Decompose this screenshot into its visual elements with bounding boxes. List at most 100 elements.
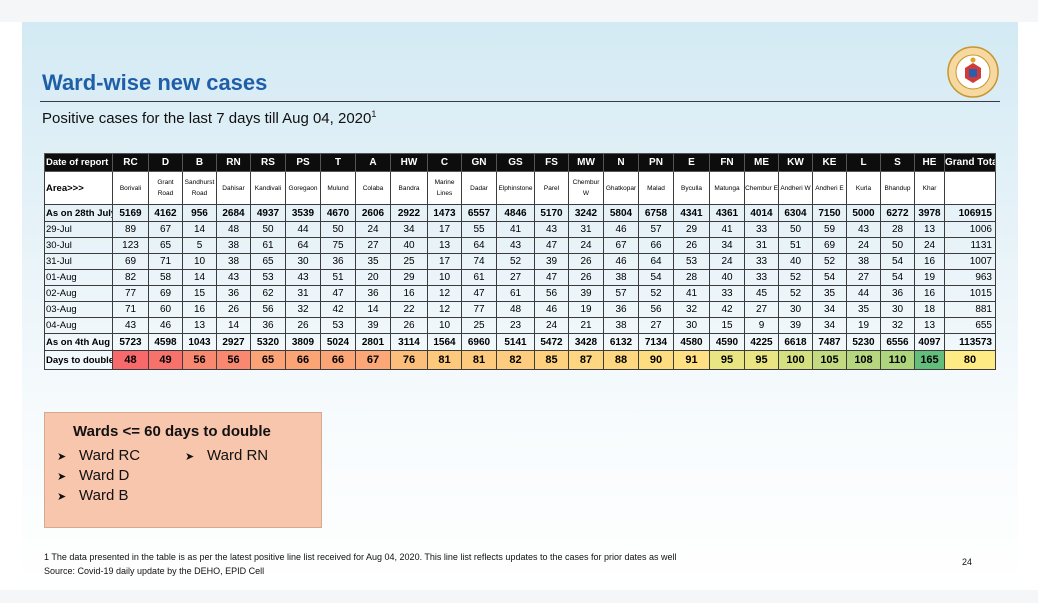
row-date-cell: As on 28th July [44,204,113,222]
case-count-cell: 89 [112,221,149,238]
footnote-text: 1 The data presented in the table is as … [44,552,677,562]
case-count-cell: 57 [603,285,639,302]
case-count-cell: 16 [182,301,217,318]
case-count-cell: 30 [880,301,915,318]
case-count-cell: 10 [427,269,462,286]
case-count-cell: 46 [603,253,639,270]
grand-total-cell: 113573 [944,333,996,351]
ward-header-cell: A [355,153,391,172]
case-count-cell: 42 [320,301,356,318]
ward-header-cell: MW [568,153,604,172]
case-count-cell: 30 [285,253,321,270]
case-count-cell: 47 [461,285,497,302]
area-row: Area>>> Borivali Grant Road Sandhurst Road D… [44,171,996,205]
case-count-cell: 13 [914,317,945,334]
case-count-cell: 956 [182,204,217,222]
table-row: As on 4th Aug 5723 4598 1043 2927 5320 3809 502… [44,333,996,351]
slide-subtitle: Positive cases for the last 7 days till … [42,109,376,127]
case-count-cell: 34 [390,221,428,238]
case-count-cell: 4580 [673,333,710,351]
case-count-cell: 14 [182,221,217,238]
area-name-cell: Bhandup [880,171,915,205]
case-count-cell: 52 [812,253,847,270]
case-count-cell: 4341 [673,204,710,222]
case-count-cell: 41 [673,285,710,302]
case-count-cell: 54 [880,269,915,286]
grand-total-cell: 963 [944,269,996,286]
case-count-cell: 50 [778,221,813,238]
case-count-cell: 12 [427,285,462,302]
ward-header-cell: E [673,153,710,172]
case-count-cell: 71 [112,301,149,318]
area-label-cell: Area>>> [44,171,113,205]
case-count-cell: 16 [914,285,945,302]
case-count-cell: 47 [320,285,356,302]
case-count-cell: 5169 [112,204,149,222]
doubling-days-cell: 95 [709,350,745,370]
case-count-cell: 32 [673,301,710,318]
case-count-cell: 34 [812,301,847,318]
doubling-days-cell: 66 [285,350,321,370]
case-count-cell: 5723 [112,333,149,351]
case-count-cell: 38 [216,253,251,270]
ward-header-cell: L [846,153,881,172]
table-row: 31-Jul 69 71 10 38 65 30 36 35 25 17 74 52 39 26 46 64 53… [44,253,996,270]
case-count-cell: 3114 [390,333,428,351]
case-count-cell: 16 [390,285,428,302]
case-count-cell: 36 [216,285,251,302]
case-count-cell: 56 [534,285,569,302]
doubling-days-cell: 85 [534,350,569,370]
grand-total-cell: 1015 [944,285,996,302]
case-count-cell: 26 [568,253,604,270]
area-name-cell: Elphinstone [496,171,535,205]
ward-header-cell: ME [744,153,779,172]
case-count-cell: 42 [709,301,745,318]
case-count-cell: 36 [355,285,391,302]
ward-header-cell: GN [461,153,497,172]
case-count-cell: 24 [709,253,745,270]
case-count-cell: 61 [496,285,535,302]
case-count-cell: 5141 [496,333,535,351]
doubling-days-cell: 110 [880,350,915,370]
area-name-cell: Bandra [390,171,428,205]
doubling-days-cell: 48 [112,350,149,370]
doubling-days-cell: 90 [638,350,674,370]
case-count-cell: 67 [603,237,639,254]
case-count-cell: 19 [568,301,604,318]
table-row: 03-Aug 71 60 16 26 56 32 42 14 22 12 77 48 46 19 36 56 32… [44,301,996,318]
subtitle-text: Positive cases for the last 7 days till … [42,110,372,127]
case-count-cell: 1473 [427,204,462,222]
case-count-cell: 50 [250,221,286,238]
doubling-callout-box: Wards <= 60 days to double ➤ Ward RC ➤ War… [44,412,322,528]
case-count-cell: 39 [778,317,813,334]
case-count-cell: 40 [778,253,813,270]
row-date-cell: As on 4th Aug [44,333,113,351]
case-count-cell: 13 [427,237,462,254]
ward-header-cell: HE [914,153,945,172]
slide-title: Ward-wise new cases [42,70,268,95]
area-name-cell: Sandhurst Road [182,171,217,205]
case-count-cell: 15 [709,317,745,334]
case-count-cell: 5804 [603,204,639,222]
case-count-cell: 65 [148,237,183,254]
area-name-cell: Byculla [673,171,710,205]
case-count-cell: 38 [603,317,639,334]
case-count-cell: 69 [148,285,183,302]
case-count-cell: 46 [534,301,569,318]
case-count-cell: 36 [320,253,356,270]
table-row: As on 28th July 5169 4162 956 2684 4937 3539 46… [44,204,996,222]
case-count-cell: 2606 [355,204,391,222]
case-count-cell: 4225 [744,333,779,351]
case-count-cell: 7134 [638,333,674,351]
arrow-bullet-icon: ➤ [57,491,67,503]
case-count-cell: 51 [778,237,813,254]
area-name-cell: Matunga [709,171,745,205]
ward-header-cell: B [182,153,217,172]
case-count-cell: 53 [673,253,710,270]
case-count-cell: 4097 [914,333,945,351]
ward-header-cell: GS [496,153,535,172]
case-count-cell: 6758 [638,204,674,222]
area-name-cell: Kandivali [250,171,286,205]
case-count-cell: 24 [355,221,391,238]
page-number: 24 [962,557,973,567]
